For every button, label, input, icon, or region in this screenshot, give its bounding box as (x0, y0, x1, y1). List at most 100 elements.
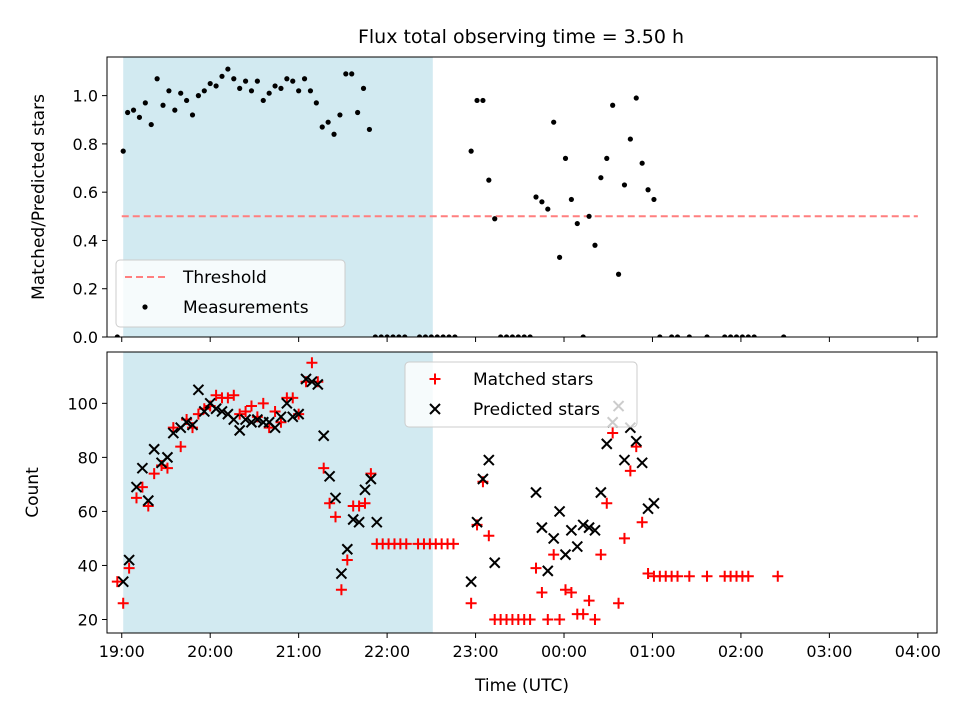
y-tick-label: 60 (78, 502, 98, 521)
x-tick-label: 23:00 (453, 642, 499, 661)
x-tick-label: 21:00 (276, 642, 322, 661)
measurement-point (207, 80, 213, 87)
measurement-point (290, 78, 296, 84)
matched-stars-point (123, 562, 135, 574)
measurement-point (440, 334, 446, 337)
matched-stars-point (117, 597, 129, 609)
y-tick-label: 80 (78, 448, 98, 467)
matched-stars-point (245, 400, 257, 412)
predicted-stars-point (275, 411, 287, 423)
y-axis-label: Count (23, 467, 43, 518)
x-tick-label: 01:00 (629, 642, 675, 661)
y-tick-label: 100 (67, 394, 98, 413)
predicted-stars-point (341, 543, 354, 555)
legend: Matched stars Predicted stars (404, 361, 638, 428)
measurement-point (509, 334, 516, 337)
measurement-point (378, 334, 384, 337)
matched-stars-point (335, 584, 347, 596)
plot-area (111, 357, 784, 625)
measurement-point (674, 334, 681, 337)
predicted-stars-point (318, 430, 330, 442)
matched-stars-point (353, 500, 365, 512)
measurement-point (396, 334, 402, 337)
matched-stars-point (465, 597, 477, 609)
matched-stars-point (175, 441, 187, 453)
predicted-stars-point (161, 451, 174, 464)
predicted-stars-point (117, 575, 129, 588)
matched-stars-point (269, 405, 281, 417)
predicted-stars-point (130, 481, 143, 493)
matched-stars-point (536, 586, 548, 598)
matched-stars-point (701, 570, 713, 582)
matched-stars-point (136, 481, 148, 493)
predicted-stars-point (636, 457, 648, 469)
measurement-point (539, 199, 545, 205)
y-axis-label: Matched/Predicted stars (29, 94, 49, 300)
measurement-point (120, 148, 126, 154)
predicted-stars-point (186, 419, 199, 431)
predicted-stars-point (300, 373, 312, 385)
matched-stars-point (275, 416, 287, 428)
y-tick-label: 0.8 (73, 135, 98, 154)
predicted-stars-point (577, 519, 589, 531)
matched-stars-point (341, 554, 353, 566)
measurement-point (580, 334, 586, 337)
measurement-point (604, 155, 610, 161)
predicted-stars-point (483, 454, 495, 466)
measurement-point (242, 78, 249, 84)
predicted-stars-point (353, 516, 365, 528)
predicted-stars-point (347, 513, 359, 526)
matched-stars-point (318, 462, 330, 474)
predicted-stars-point (465, 575, 477, 588)
matched-stars-point (630, 441, 642, 453)
predicted-stars-point (595, 486, 607, 499)
predicted-stars-point (251, 413, 264, 426)
measurement-point (260, 97, 266, 104)
matched-stars-point (683, 570, 695, 582)
measurement-point (745, 334, 751, 337)
matched-stars-point (565, 586, 577, 598)
predicted-stars-point (228, 413, 240, 426)
predicted-stars-point (192, 384, 205, 396)
measurement-point (521, 334, 527, 337)
measurement-point (136, 114, 143, 120)
measurement-point (125, 109, 131, 116)
measurement-point (503, 334, 510, 337)
measurement-point (307, 88, 314, 94)
measurement-point (166, 88, 172, 94)
matched-stars-point (589, 613, 601, 625)
measurement-point (272, 83, 278, 89)
predicted-stars-point (583, 521, 595, 534)
matched-stars-point (613, 597, 625, 609)
measurement-point (402, 334, 408, 337)
predicted-stars-point (571, 540, 583, 553)
measurement-point (331, 131, 337, 137)
x-tick-label: 00:00 (541, 642, 587, 661)
predicted-stars-point (148, 443, 160, 455)
predicted-stars-point (589, 524, 601, 537)
measurement-point (237, 85, 243, 91)
predicted-stars-point (630, 435, 642, 447)
measurement-point (154, 76, 160, 82)
matched-stars-point (306, 357, 318, 369)
measurement-point (446, 334, 452, 337)
legend-measurement-swatch (142, 304, 148, 310)
matched-stars-point (142, 500, 154, 512)
matched-stars-point (222, 392, 234, 404)
matched-stars-point (542, 613, 554, 625)
y-tick-label: 1.0 (73, 87, 98, 106)
matched-stars-point (618, 532, 630, 544)
predicted-stars-point (618, 454, 631, 466)
predicted-stars-point (306, 376, 318, 388)
series-measurements (114, 66, 787, 337)
matched-stars-point (330, 511, 342, 523)
matched-stars-point (111, 576, 123, 588)
predicted-stars-point (269, 421, 281, 434)
measurement-point (728, 334, 734, 337)
matched-stars-point (257, 397, 269, 409)
series-predicted-stars (117, 373, 660, 588)
measurement-point (515, 334, 521, 337)
measurement-point (319, 124, 325, 130)
measurement-point (452, 334, 458, 337)
y-tick-label: 0.4 (73, 231, 98, 250)
